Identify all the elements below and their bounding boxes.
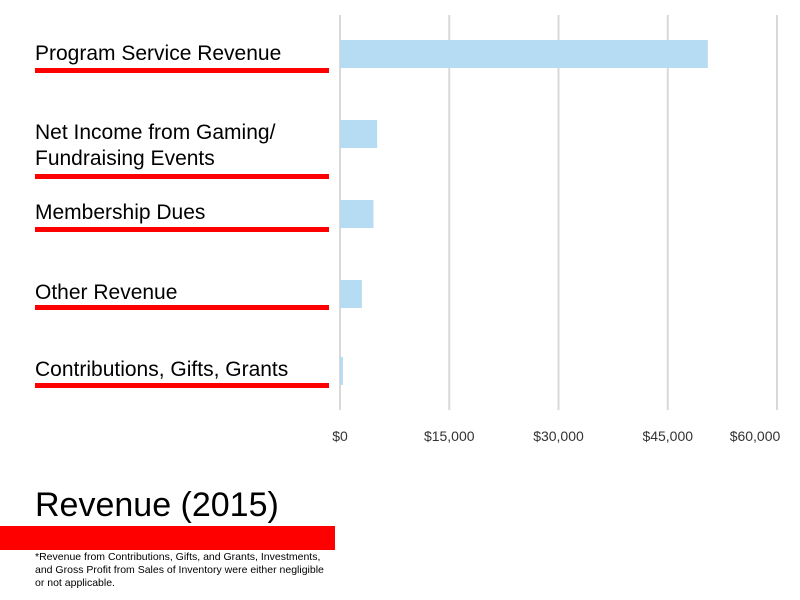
category-label: Net Income from Gaming/ Fundraising Even… bbox=[35, 121, 276, 170]
category-label: Membership Dues bbox=[35, 201, 206, 224]
bar bbox=[340, 40, 708, 68]
x-tick-label: $0 bbox=[332, 428, 348, 444]
category-underline bbox=[35, 305, 329, 310]
bar bbox=[340, 120, 378, 148]
category-label: Contributions, Gifts, Grants bbox=[35, 358, 289, 381]
category-underline bbox=[35, 174, 329, 179]
x-tick-label: $45,000 bbox=[642, 428, 694, 444]
title-accent-bar bbox=[0, 526, 335, 550]
category-underline bbox=[35, 68, 329, 73]
footnote: *Revenue from Contributions, Gifts, and … bbox=[35, 551, 324, 589]
bar bbox=[340, 357, 343, 385]
chart-title: Revenue (2015) bbox=[35, 486, 279, 524]
category-label: Program Service Revenue bbox=[35, 42, 282, 65]
x-tick-label: $30,000 bbox=[533, 428, 584, 444]
x-tick-label: $15,000 bbox=[423, 428, 475, 444]
x-tick-label: $60,000 bbox=[729, 428, 781, 444]
bar bbox=[340, 200, 374, 228]
category-underline bbox=[35, 227, 329, 232]
category-label: Other Revenue bbox=[35, 281, 178, 304]
bar bbox=[340, 280, 362, 308]
category-underline bbox=[35, 383, 329, 388]
